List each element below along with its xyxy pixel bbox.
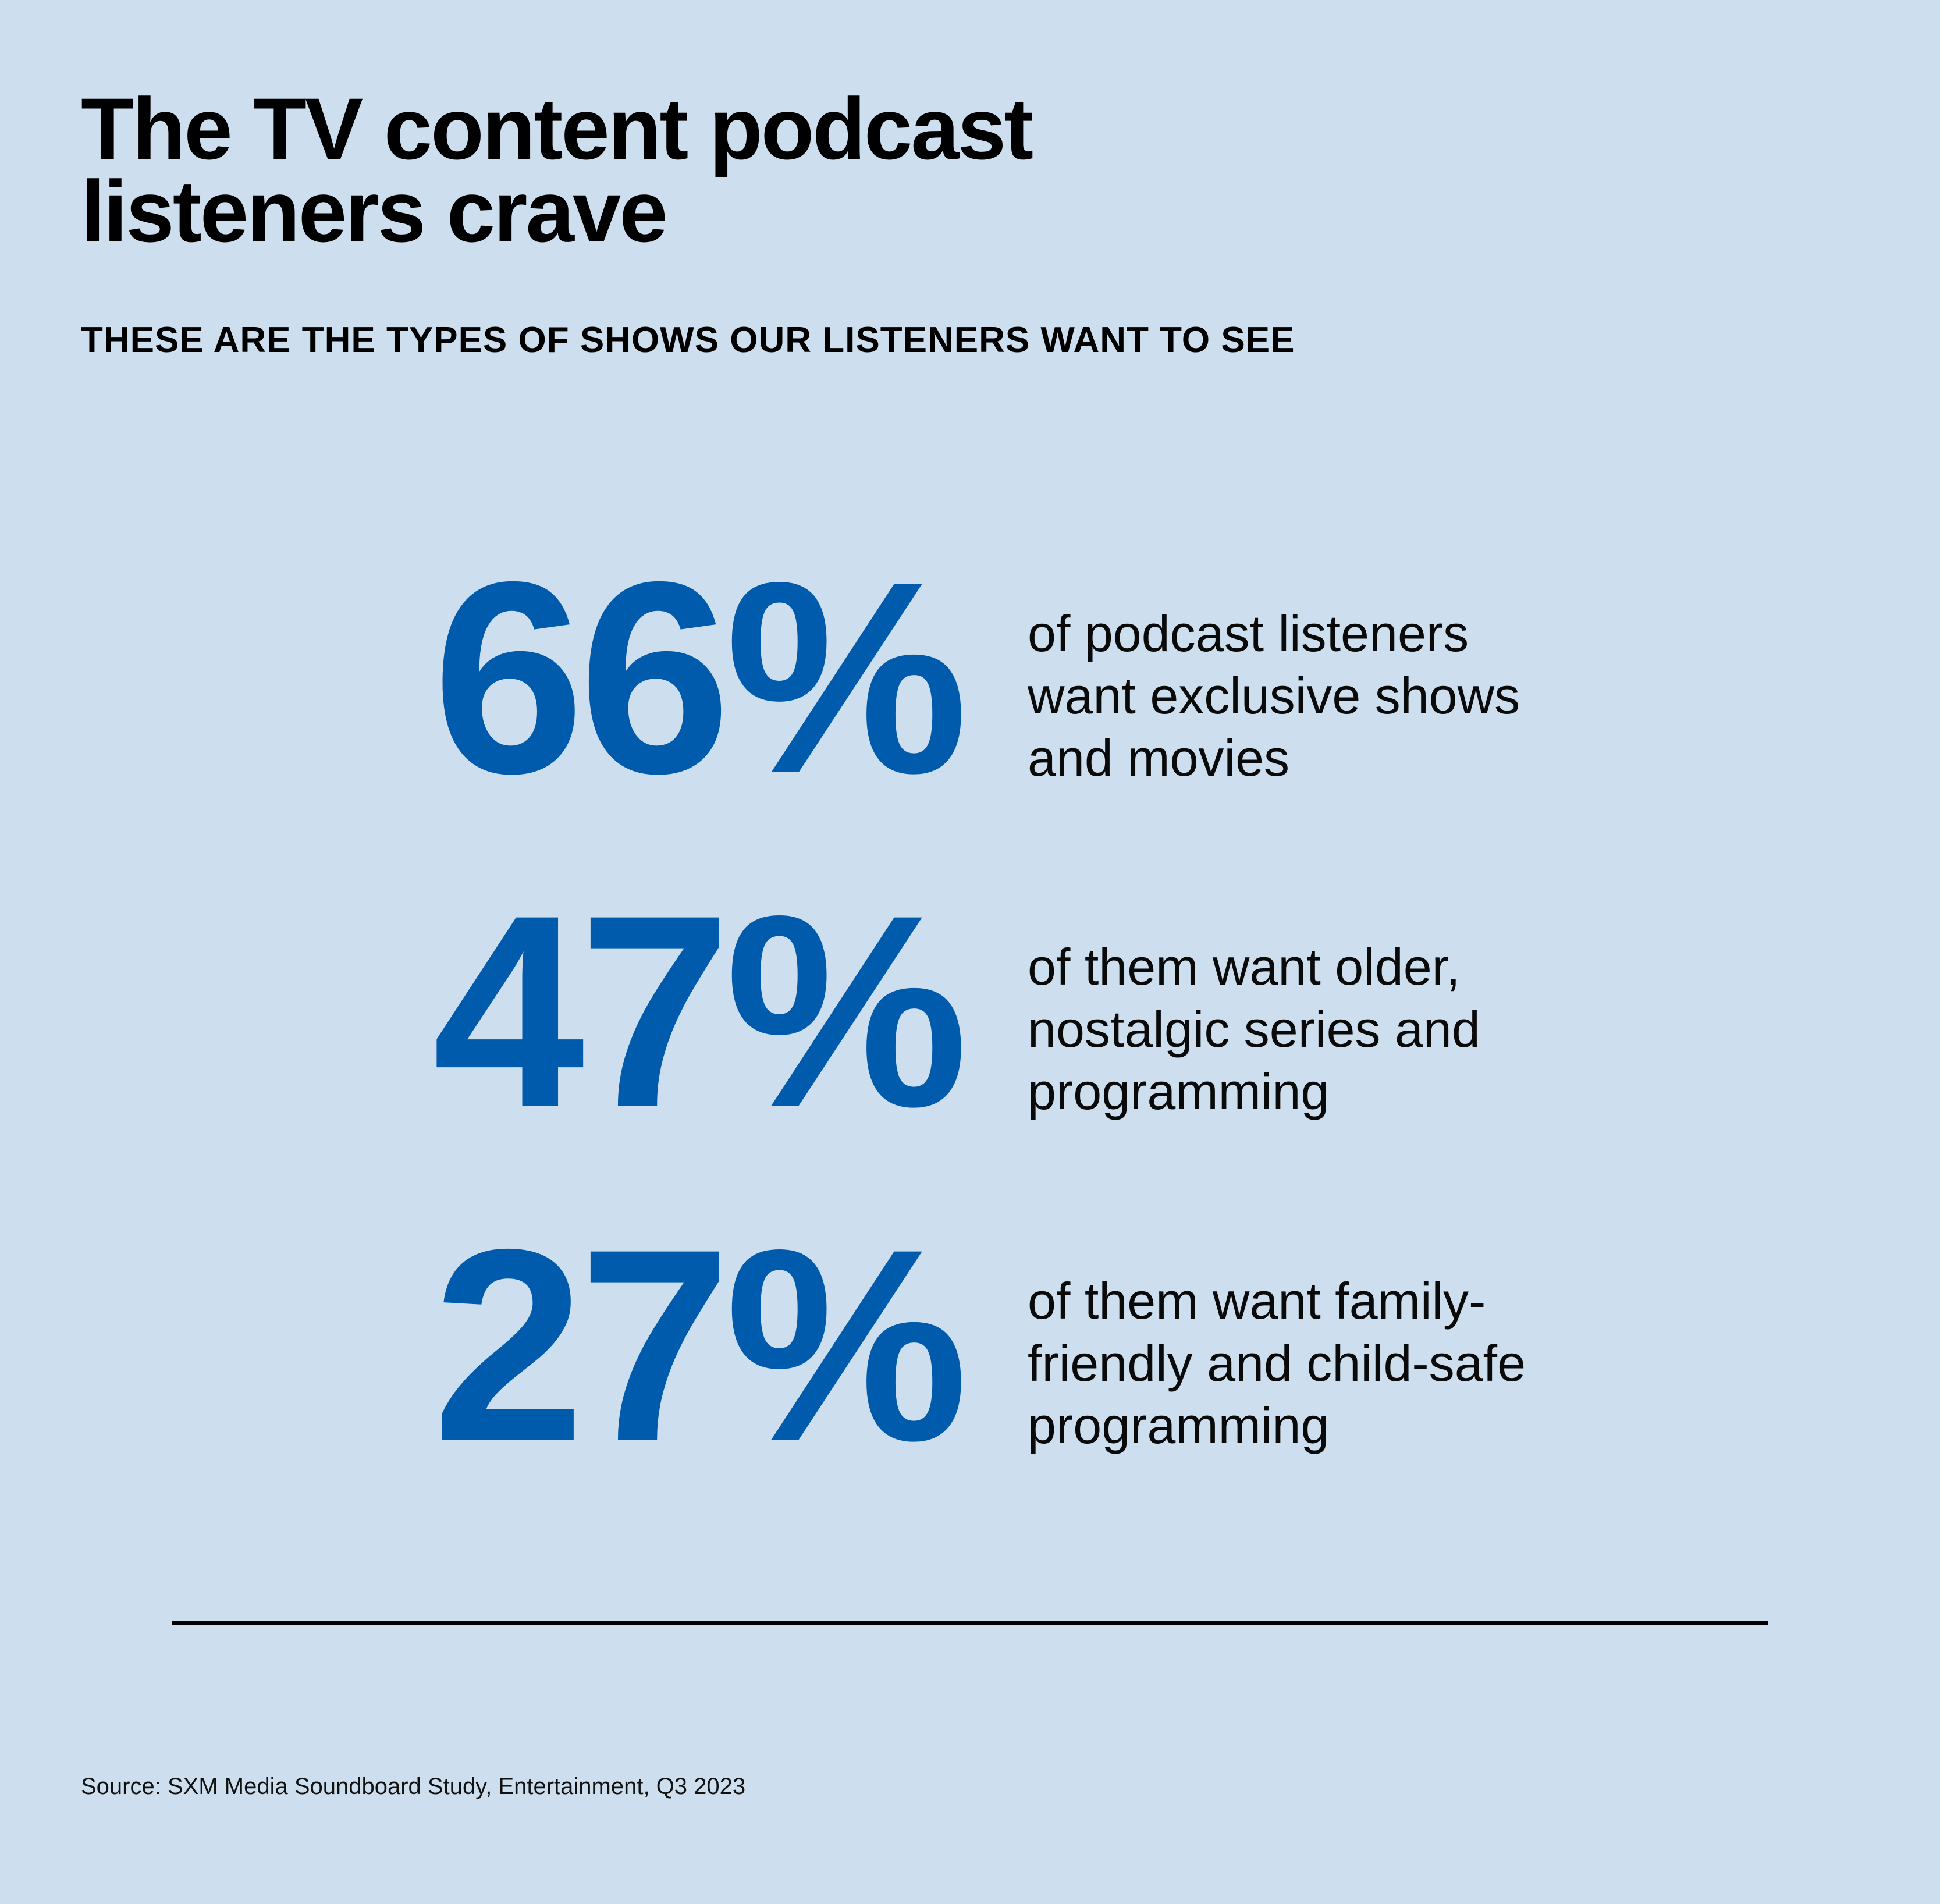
page-title: The TV content podcast listeners crave: [81, 80, 1186, 260]
stat-description: of them want family- friendly and child-…: [1028, 1270, 1697, 1457]
stat-value: 47%: [432, 858, 968, 1164]
stat-description-line: programming: [1028, 1397, 1330, 1454]
page-subtitle: THESE ARE THE TYPES OF SHOWS OUR LISTENE…: [81, 320, 1295, 360]
stat-block-nostalgic: 47% of them want older, nostalgic series…: [0, 858, 1940, 1164]
stat-description: of them want older, nostalgic series and…: [1028, 936, 1697, 1122]
title-line-2: listeners crave: [81, 162, 668, 260]
stat-description-line: and movies: [1028, 729, 1290, 787]
source-note: Source: SXM Media Soundboard Study, Ente…: [81, 1774, 746, 1799]
stat-description-line: nostalgic series and: [1028, 1000, 1480, 1058]
stat-description-line: of podcast listeners: [1028, 605, 1469, 662]
title-line-1: The TV content podcast: [81, 80, 1033, 177]
stat-block-family: 27% of them want family- friendly and ch…: [0, 1192, 1940, 1498]
stat-description-line: of them want family-: [1028, 1272, 1486, 1330]
stat-block-exclusive: 66% of podcast listeners want exclusive …: [0, 525, 1940, 830]
stat-description-line: friendly and child-safe: [1028, 1334, 1526, 1392]
stat-value: 66%: [432, 525, 968, 830]
stat-description-line: of them want older,: [1028, 938, 1461, 996]
divider-line: [172, 1621, 1768, 1625]
stat-description-line: want exclusive shows: [1028, 667, 1520, 724]
stat-value: 27%: [432, 1192, 968, 1498]
stat-description-line: programming: [1028, 1063, 1330, 1120]
stat-description: of podcast listeners want exclusive show…: [1028, 602, 1697, 789]
